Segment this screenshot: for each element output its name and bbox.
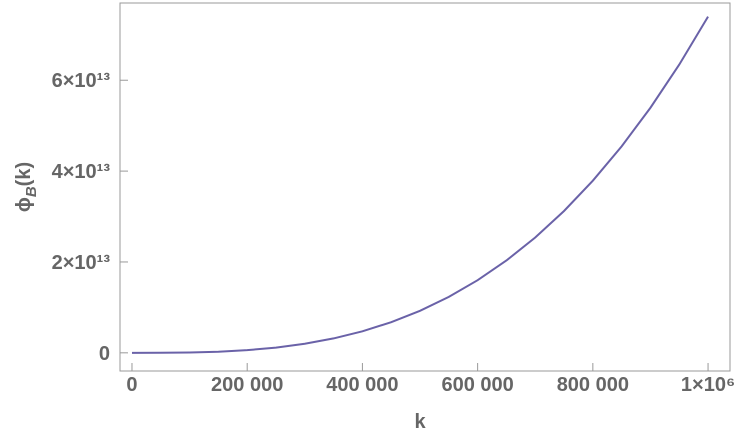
x-tick-label: 800 000 (557, 374, 629, 396)
y-tick-label: 0 (99, 343, 110, 365)
y-tick-label: 4×10¹³ (52, 161, 111, 183)
x-axis-label: k (414, 411, 426, 433)
y-axis-label: ϕB(k) (13, 162, 40, 212)
y-label-subscript: B (23, 186, 40, 197)
x-tick-label: 600 000 (441, 374, 513, 396)
y-tick-label: 2×10¹³ (52, 252, 111, 274)
x-tick-label: 400 000 (326, 374, 398, 396)
data-line (131, 16, 709, 354)
y-label-argument: (k) (13, 162, 35, 186)
y-label-symbol: ϕ (13, 197, 35, 212)
y-tick-label: 6×10¹³ (52, 70, 111, 92)
x-tick-label: 0 (126, 374, 137, 396)
x-tick-label: 200 000 (211, 374, 283, 396)
x-tick-label: 1×10⁶ (681, 374, 735, 396)
plot-frame (119, 2, 731, 372)
